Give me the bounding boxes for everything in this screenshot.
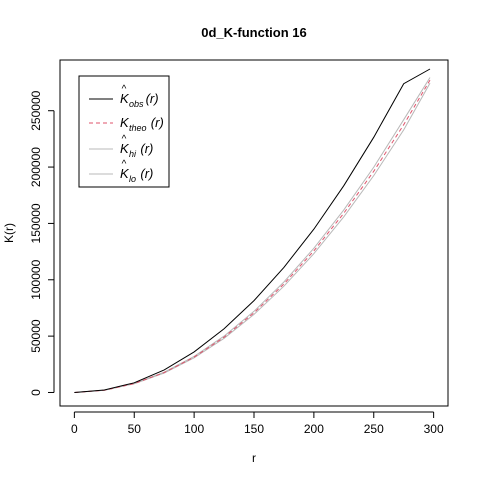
legend-label-argument: (r) [140,141,153,156]
legend-label: K [120,115,130,130]
legend-hat: ^ [122,159,127,170]
y-axis: 0 50000 100000 150000 200000 250000 [29,90,55,396]
chart-title: 0d_K-function 16 [201,25,306,40]
legend-box [78,75,170,188]
x-tick-label: 150 [244,422,264,436]
x-axis-label: r [252,451,256,465]
legend-hat: ^ [122,134,127,145]
y-axis-label: K(r) [2,223,16,243]
series-layer [74,68,431,393]
x-tick-label: 0 [71,422,78,436]
legend-label-argument: (r) [140,166,153,181]
legend-label-subscript: theo [129,123,147,133]
x-tick-label: 200 [304,422,324,436]
y-tick-label: 150000 [29,203,43,243]
x-axis: 0 50 100 150 200 250 300 [71,411,444,436]
legend-label-subscript: lo [129,174,136,184]
series-line-lo [74,82,431,393]
legend-label-argument: (r) [146,91,159,106]
x-tick-label: 100 [184,422,204,436]
y-tick-label: 100000 [29,259,43,299]
x-tick-label: 250 [364,422,384,436]
y-tick-label: 0 [29,389,43,396]
legend-label: K [120,166,130,181]
legend-label: K [120,91,130,106]
legend-label-subscript: obs [129,99,144,109]
legend: ^K obs (r)K theo (r)^K hi (r)^K lo (r) [78,75,170,188]
legend-items: ^K obs (r)K theo (r)^K hi (r)^K lo (r) [89,84,164,184]
x-tick-label: 300 [424,422,444,436]
x-tick-label: 50 [128,422,142,436]
plot-frame [59,59,449,407]
legend-label: K [120,141,130,156]
series-line-obs [74,68,431,393]
y-tick-label: 250000 [29,90,43,130]
y-tick-label: 200000 [29,147,43,187]
legend-hat: ^ [122,84,127,95]
series-line-theo [74,79,431,393]
y-tick-label: 50000 [29,319,43,353]
legend-label-argument: (r) [151,115,164,130]
legend-label-subscript: hi [129,149,137,159]
